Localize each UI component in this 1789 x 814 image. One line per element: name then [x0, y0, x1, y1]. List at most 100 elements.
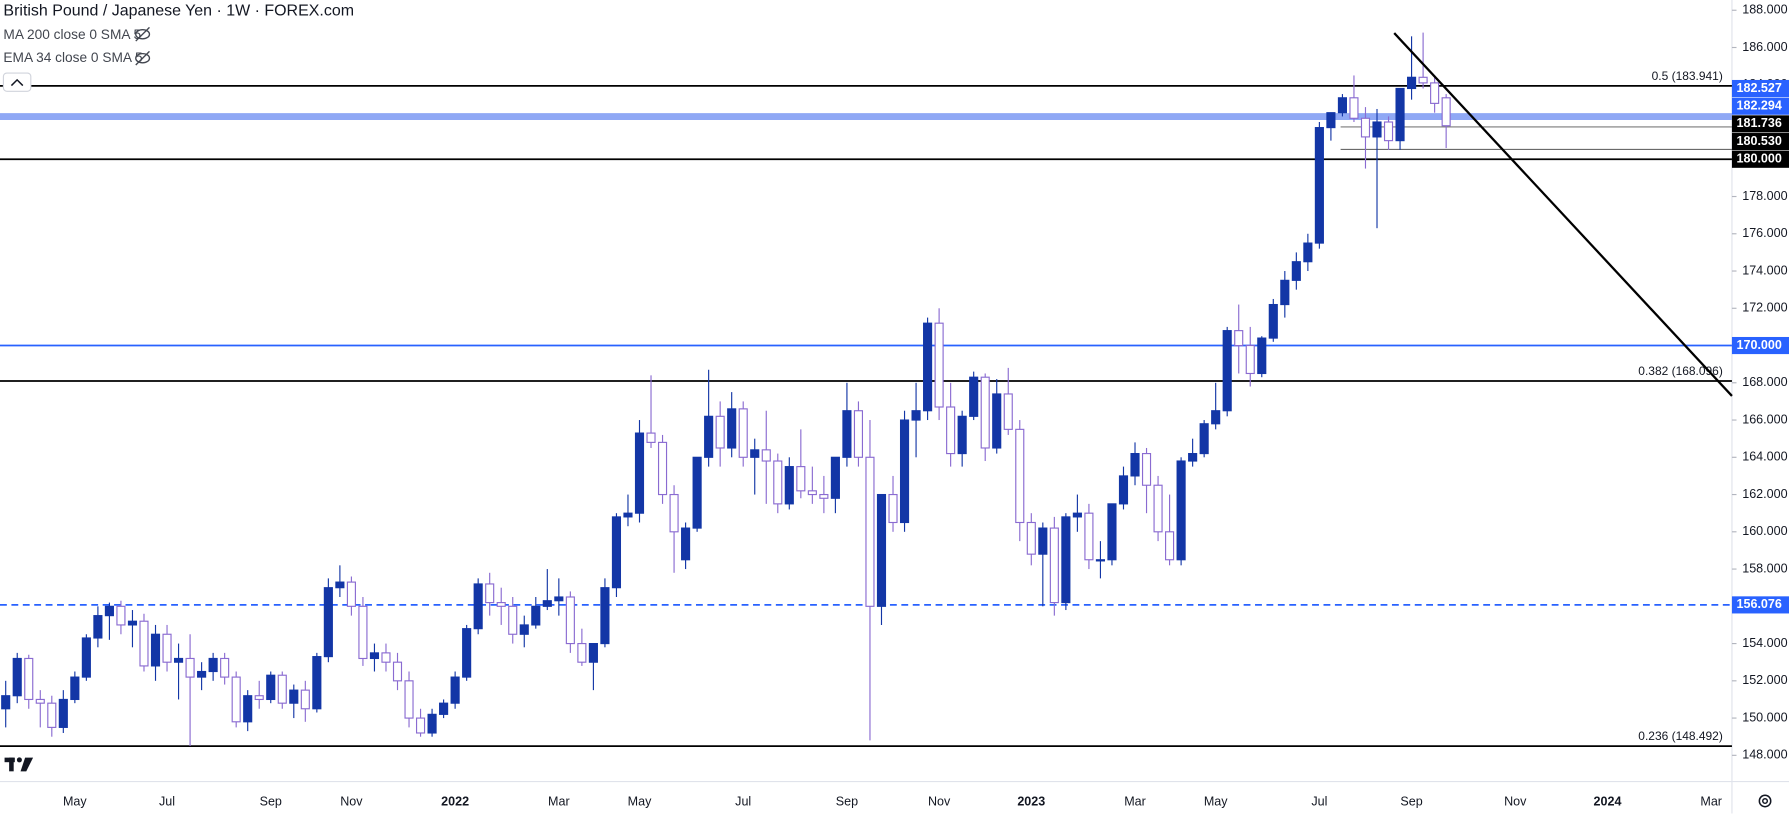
- settings-icon[interactable]: [1758, 794, 1772, 808]
- candle-body: [1003, 393, 1013, 430]
- y-tick-label: 148.000: [1742, 748, 1787, 762]
- candle-body: [266, 674, 276, 701]
- candle-body: [220, 657, 230, 678]
- candle-body: [1130, 453, 1140, 477]
- price-tag: [1731, 336, 1789, 355]
- candle-body: [992, 393, 1002, 449]
- candle-body: [934, 322, 944, 408]
- tradingview-logo[interactable]: [4, 757, 34, 772]
- candle-body: [116, 605, 126, 626]
- candle-body: [162, 633, 172, 663]
- candle-body: [1176, 460, 1186, 561]
- candle-body: [300, 689, 310, 710]
- candle-body: [657, 441, 668, 496]
- price-tag-label: 180.000: [1737, 152, 1782, 166]
- candle-body: [1165, 531, 1175, 561]
- candle-body: [415, 717, 426, 734]
- y-tick-label: 152.000: [1742, 673, 1787, 687]
- candle-body: [761, 449, 771, 462]
- price-tag-label: 170.000: [1737, 338, 1782, 352]
- candle-body: [1188, 453, 1198, 462]
- x-tick-label: Mar: [1124, 794, 1146, 808]
- x-tick-label: 2024: [1594, 794, 1622, 808]
- fib-label: 0.5 (183.941): [1652, 69, 1723, 83]
- candle-body: [1395, 87, 1405, 142]
- plot-area: 0.5 (183.941) 0.382 (168.096) 0.236 (148.4…: [0, 32, 1732, 748]
- candle-body: [531, 605, 541, 626]
- candle-body: [1107, 503, 1117, 561]
- candle-body: [1407, 76, 1417, 90]
- candle-body: [634, 432, 645, 514]
- candle-body: [127, 620, 138, 626]
- candle-body: [807, 490, 817, 496]
- candle-body: [473, 583, 483, 630]
- candle-body: [623, 512, 633, 518]
- candle-body: [876, 493, 887, 607]
- candle-body: [727, 408, 737, 449]
- candle-body: [1418, 76, 1428, 84]
- candle-body: [231, 676, 241, 723]
- candle-body: [1326, 112, 1336, 129]
- candle-body: [1280, 279, 1290, 306]
- candle-body: [1441, 97, 1451, 127]
- indicator-label: MA 200 close 0 SMA 5: [3, 27, 141, 42]
- candle-body: [12, 657, 22, 697]
- candle-body: [104, 605, 114, 617]
- y-tick-label: 166.000: [1742, 412, 1787, 426]
- price-tag-label: 182.527: [1737, 81, 1782, 95]
- candle-body: [485, 583, 495, 604]
- candle-body: [243, 695, 253, 723]
- x-tick-label: Nov: [928, 794, 951, 808]
- candle-body: [1026, 521, 1036, 555]
- symbol-title: British Pound / Japanese Yen · 1W · FORE…: [3, 3, 354, 20]
- candle-body: [173, 657, 184, 663]
- candle-body: [150, 633, 161, 667]
- x-tick-label: Nov: [340, 794, 363, 808]
- candle-body: [738, 408, 748, 458]
- x-tick-label: May: [1204, 794, 1228, 808]
- candle-body: [980, 376, 990, 449]
- price-tag-label: 181.736: [1737, 116, 1782, 130]
- x-tick-label: 2023: [1017, 794, 1045, 808]
- candle-body: [323, 587, 333, 658]
- candle-body: [1337, 97, 1347, 114]
- y-tick-label: 162.000: [1742, 487, 1787, 501]
- candle-body: [139, 620, 149, 667]
- candle-body: [93, 615, 103, 639]
- collapse-button[interactable]: [2, 72, 32, 92]
- candle-body: [1291, 261, 1301, 281]
- candle-body: [197, 670, 207, 678]
- candle-body: [1234, 330, 1244, 347]
- x-tick-label: Sep: [1400, 794, 1422, 808]
- fib-label: 0.236 (148.492): [1638, 729, 1723, 743]
- candle-body: [58, 698, 68, 728]
- candle-body: [427, 713, 437, 734]
- price-tag-label: 182.294: [1737, 99, 1782, 113]
- candle-body: [519, 624, 529, 635]
- x-tick-label: 2022: [441, 794, 469, 808]
- price-tag: [1731, 596, 1789, 614]
- candle-body: [611, 516, 622, 589]
- y-tick-label: 186.000: [1742, 40, 1787, 54]
- candle-body: [830, 456, 840, 499]
- hidden-eye-icon[interactable]: [135, 26, 151, 66]
- candle-body: [369, 652, 380, 660]
- candle-body: [565, 596, 575, 645]
- candle-body: [1430, 82, 1440, 104]
- candle-body: [381, 652, 391, 663]
- candle-body: [577, 642, 587, 663]
- candle-body: [277, 674, 287, 704]
- candle-body: [853, 410, 864, 458]
- x-tick-label: Jul: [159, 794, 175, 808]
- candle-body: [1257, 337, 1267, 375]
- candle-body: [1061, 516, 1071, 604]
- candle-body: [392, 661, 403, 682]
- candle-body: [669, 493, 679, 533]
- candle-body: [773, 460, 783, 505]
- candle-body: [681, 527, 691, 561]
- candle-body: [1268, 303, 1278, 339]
- candle-body: [24, 657, 34, 701]
- candle-body: [346, 581, 356, 607]
- candle-body: [542, 600, 552, 607]
